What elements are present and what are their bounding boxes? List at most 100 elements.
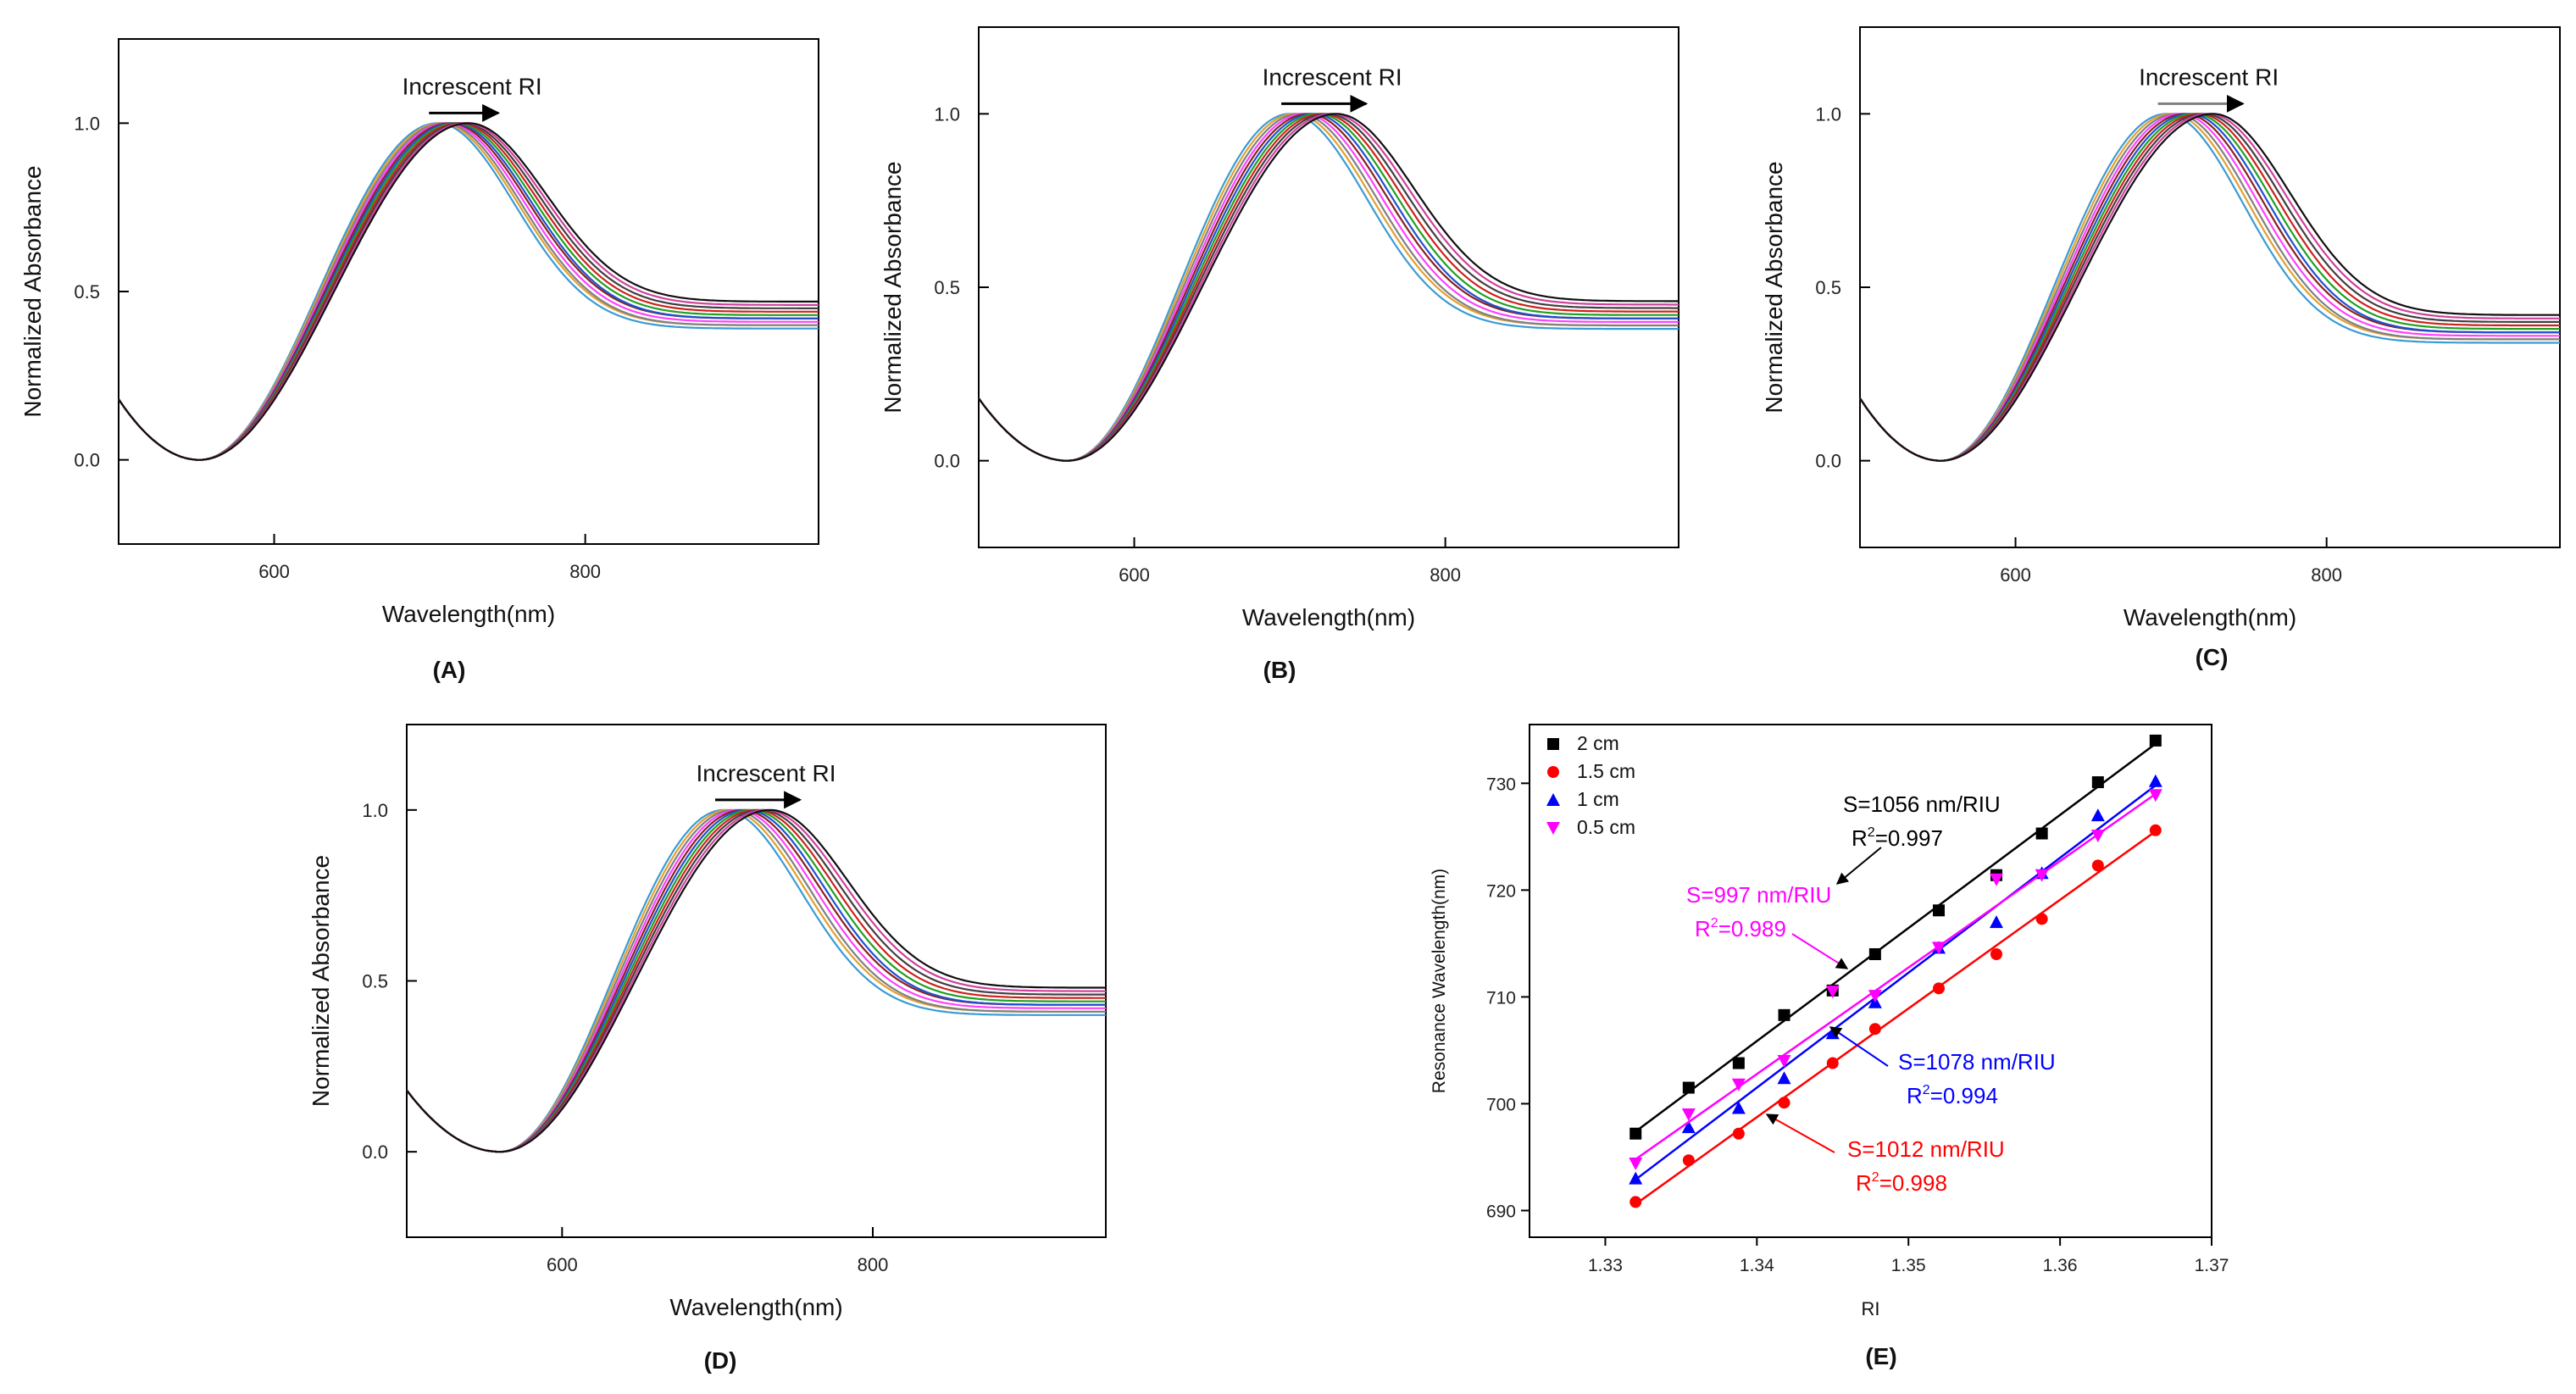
spectrum-curve bbox=[118, 122, 819, 461]
spectrum-panel-b: 600 800 0.0 0.5 1.0 Wavelength(nm) Normalized … bbox=[880, 26, 1679, 683]
legend-entry: 0.5 cm bbox=[1577, 816, 1635, 838]
fit-annotation: S=1012 nm/RIU R2=0.998 bbox=[1765, 1114, 2005, 1196]
spectrum-curve bbox=[118, 122, 819, 461]
y-axis-label: Resonance Wavelength(nm) bbox=[1430, 869, 1449, 1093]
y-tick-label: 0.5 bbox=[1815, 277, 1841, 298]
spectrum-curve bbox=[978, 113, 1679, 462]
scatter-panel-e: 1.33 1.34 1.35 1.36 1.37 690 700 710 720 730 RI Res… bbox=[1430, 724, 2229, 1369]
plot-frame bbox=[118, 38, 819, 545]
spectrum-curve bbox=[1859, 113, 2560, 462]
spectrum-curve bbox=[406, 808, 1106, 1153]
spectrum-curve bbox=[406, 808, 1106, 1153]
spectrum-curve bbox=[406, 808, 1106, 1153]
r-squared-label: R2=0.994 bbox=[1907, 1083, 1998, 1108]
marker-square bbox=[1547, 738, 1559, 750]
spectrum-curve bbox=[118, 122, 819, 461]
marker-triangle-down bbox=[1629, 1158, 1643, 1171]
annotation-arrow bbox=[1791, 933, 1849, 969]
y-tick-label: 1.0 bbox=[362, 800, 388, 821]
marker-triangle-down bbox=[2035, 869, 2049, 882]
marker-square bbox=[2091, 776, 2104, 789]
annotation-increscent-ri: Increscent RI bbox=[1263, 64, 1402, 90]
panel-label: (E) bbox=[1865, 1343, 1896, 1369]
x-tick-label: 600 bbox=[1119, 564, 1150, 586]
sensitivity-label: S=1078 nm/RIU bbox=[1898, 1049, 2056, 1075]
x-tick-label: 800 bbox=[2311, 564, 2342, 586]
plot-frame bbox=[406, 724, 1107, 1238]
y-tick-label: 0.5 bbox=[362, 971, 388, 992]
spectrum-curve bbox=[406, 808, 1107, 1153]
annotation-arrow bbox=[1829, 1026, 1889, 1067]
x-axis-label: Wavelength(nm) bbox=[2124, 604, 2296, 630]
spectrum-curve bbox=[978, 113, 1679, 462]
spectrum-curve bbox=[1859, 113, 2560, 462]
spectrum-curve bbox=[1859, 113, 2560, 462]
fit-annotation: S=1056 nm/RIU R2=0.997 bbox=[1835, 791, 2001, 885]
annotation-arrow bbox=[1835, 847, 1882, 885]
marker-triangle-up bbox=[2090, 808, 2105, 822]
marker-triangle-up bbox=[1629, 1171, 1643, 1185]
y-axis-label: Normalized Absorbance bbox=[308, 855, 334, 1107]
y-tick-label: 0.0 bbox=[934, 451, 960, 472]
marker-triangle-up bbox=[2148, 774, 2162, 787]
x-tick-label: 1.34 bbox=[1740, 1256, 1774, 1275]
legend-entry: 2 cm bbox=[1577, 732, 1619, 754]
spectrum-curve bbox=[1859, 113, 2560, 462]
spectrum-curve bbox=[406, 808, 1106, 1153]
marker-circle bbox=[2035, 913, 2048, 925]
x-tick-label: 600 bbox=[2000, 564, 2031, 586]
annotation-increscent-ri: Increscent RI bbox=[697, 760, 836, 786]
x-axis-label: Wavelength(nm) bbox=[382, 601, 555, 627]
marker-square bbox=[1732, 1057, 1745, 1069]
marker-circle bbox=[2091, 859, 2104, 872]
spectrum-panel-d: 600 800 0.0 0.5 1.0 Wavelength(nm) Normalized … bbox=[308, 724, 1107, 1374]
x-tick-label: 800 bbox=[569, 561, 601, 582]
y-tick-label: 730 bbox=[1486, 775, 1516, 794]
marker-triangle-up bbox=[1681, 1120, 1696, 1134]
marker-triangle-up bbox=[1731, 1101, 1746, 1114]
spectrum-curve bbox=[118, 122, 819, 461]
spectrum-curve bbox=[1859, 113, 2560, 462]
y-tick-label: 1.0 bbox=[934, 103, 960, 125]
spectrum-curve bbox=[1859, 113, 2560, 462]
spectrum-curve bbox=[978, 113, 1679, 462]
spectrum-curve bbox=[978, 113, 1679, 462]
spectrum-curve bbox=[118, 122, 819, 461]
spectrum-curve bbox=[1859, 113, 2560, 462]
marker-circle bbox=[1990, 947, 2002, 960]
sensitivity-label: S=997 nm/RIU bbox=[1686, 882, 1831, 908]
marker-square bbox=[1868, 947, 1881, 960]
x-tick-label: 1.37 bbox=[2195, 1256, 2229, 1275]
panel-label: (B) bbox=[1263, 657, 1296, 683]
y-tick-label: 0.5 bbox=[74, 281, 100, 303]
y-tick-label: 0.0 bbox=[1815, 451, 1841, 472]
r-squared-label: R2=0.997 bbox=[1852, 825, 1943, 851]
marker-square bbox=[2035, 827, 2048, 840]
panel-label: (D) bbox=[704, 1347, 737, 1374]
marker-triangle-down bbox=[1932, 941, 1946, 955]
spectrum-curve bbox=[406, 808, 1106, 1153]
marker-square bbox=[2149, 734, 2162, 747]
r-squared-label: R2=0.989 bbox=[1695, 916, 1786, 941]
spectrum-panel-c: 600 800 0.0 0.5 1.0 Wavelength(nm) Normalized … bbox=[1761, 26, 2561, 670]
spectrum-curve bbox=[1859, 113, 2560, 462]
x-tick-label: 600 bbox=[547, 1254, 578, 1275]
r-squared-label: R2=0.998 bbox=[1856, 1170, 1947, 1196]
y-tick-label: 0.0 bbox=[362, 1141, 388, 1163]
marker-circle bbox=[1826, 1057, 1839, 1069]
marker-triangle-down bbox=[1868, 990, 1882, 1003]
spectrum-curve bbox=[118, 122, 819, 461]
spectrum-curve bbox=[406, 808, 1106, 1153]
panel-label: (C) bbox=[2196, 644, 2229, 670]
spectrum-curve bbox=[978, 113, 1679, 462]
marker-square bbox=[1778, 1008, 1790, 1021]
marker-triangle-down bbox=[1989, 873, 2003, 886]
x-axis-label: RI bbox=[1862, 1298, 1880, 1319]
y-tick-label: 0.5 bbox=[934, 277, 960, 298]
annotation-arrow bbox=[1765, 1114, 1835, 1153]
fit-line-0 bbox=[1635, 742, 2157, 1133]
marker-circle bbox=[2149, 824, 2162, 836]
y-tick-label: 710 bbox=[1486, 988, 1516, 1008]
annotation-increscent-ri: Increscent RI bbox=[2139, 64, 2279, 90]
